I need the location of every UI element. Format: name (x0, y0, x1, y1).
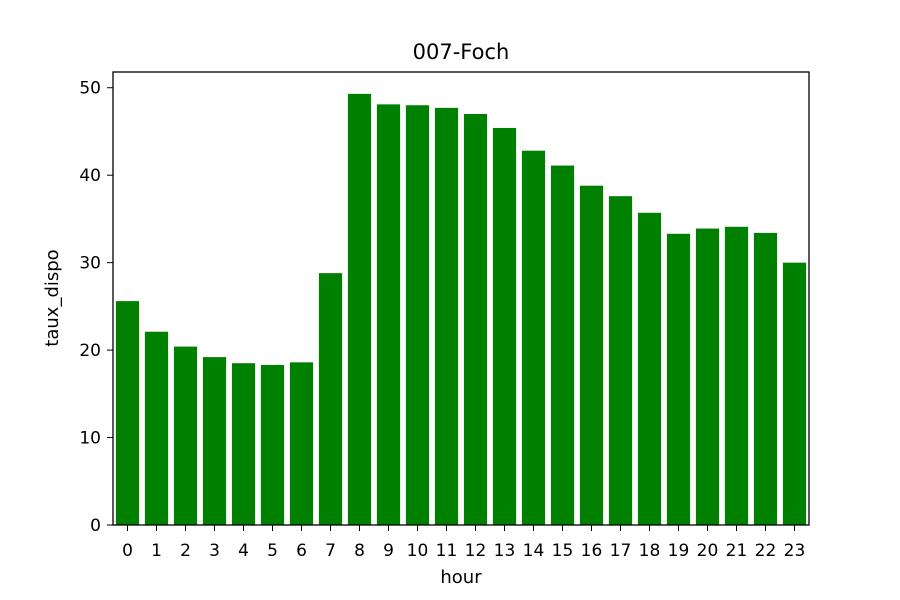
bar-hour-11 (434, 107, 459, 525)
bar-hour-6 (289, 362, 314, 525)
x-tick-label: 23 (784, 541, 806, 561)
y-tick-label: 10 (79, 429, 101, 449)
x-tick-label: 14 (523, 541, 545, 561)
bar-hour-3 (202, 357, 227, 525)
bar-hour-2 (173, 346, 198, 525)
bar-hour-5 (260, 364, 285, 525)
x-axis-label: hour (440, 567, 482, 588)
y-axis-ticks: 0 10 20 30 40 50 (79, 79, 113, 536)
x-tick-label: 18 (639, 541, 661, 561)
bar-hour-16 (579, 185, 604, 525)
y-tick-label: 20 (79, 341, 101, 361)
x-tick-label: 9 (383, 541, 394, 561)
bar-hour-7 (318, 273, 343, 525)
plot-frame (112, 71, 810, 526)
x-tick-label: 5 (267, 541, 278, 561)
bar-hour-0 (115, 301, 140, 525)
bar-hour-20 (695, 228, 720, 525)
x-tick-label: 10 (407, 541, 429, 561)
bar-hour-14 (521, 150, 546, 526)
bar-hour-22 (753, 232, 778, 525)
bar-hour-17 (608, 196, 633, 526)
bar-hour-12 (463, 113, 488, 525)
bars-group (115, 93, 807, 526)
chart-title: 007-Foch (413, 40, 510, 64)
x-tick-label: 19 (668, 541, 690, 561)
x-tick-label: 3 (209, 541, 220, 561)
x-tick-label: 13 (494, 541, 516, 561)
y-tick-label: 40 (79, 166, 101, 186)
bar-hour-10 (405, 105, 430, 525)
x-tick-label: 16 (581, 541, 603, 561)
x-tick-label: 6 (296, 541, 307, 561)
x-tick-label: 22 (755, 541, 777, 561)
bar-hour-19 (666, 233, 691, 526)
bar-hour-4 (231, 363, 256, 525)
bar-hour-15 (550, 165, 575, 525)
x-tick-label: 2 (180, 541, 191, 561)
x-tick-label: 17 (610, 541, 632, 561)
x-tick-label: 11 (436, 541, 458, 561)
bar-hour-18 (637, 212, 662, 525)
bar-hour-1 (144, 331, 169, 525)
bar-hour-9 (376, 104, 401, 525)
y-tick-label: 0 (90, 516, 101, 536)
x-axis-ticks: 0 1 2 3 4 5 6 7 8 9 10 11 12 13 14 15 16 17 18 19 20 21 22 23 (122, 525, 805, 561)
bar-hour-8 (347, 93, 372, 525)
x-tick-label: 7 (325, 541, 336, 561)
y-axis-label: taux_dispo (42, 249, 63, 346)
x-tick-label: 20 (697, 541, 719, 561)
x-tick-label: 4 (238, 541, 249, 561)
y-tick-label: 30 (79, 254, 101, 274)
bar-hour-13 (492, 127, 517, 525)
y-tick-label: 50 (79, 79, 101, 99)
bar-hour-23 (782, 262, 807, 525)
x-tick-label: 8 (354, 541, 365, 561)
x-tick-label: 0 (122, 541, 133, 561)
bar-hour-21 (724, 226, 749, 525)
x-tick-label: 12 (465, 541, 487, 561)
x-tick-label: 15 (552, 541, 574, 561)
x-tick-label: 21 (726, 541, 748, 561)
x-tick-label: 1 (151, 541, 162, 561)
